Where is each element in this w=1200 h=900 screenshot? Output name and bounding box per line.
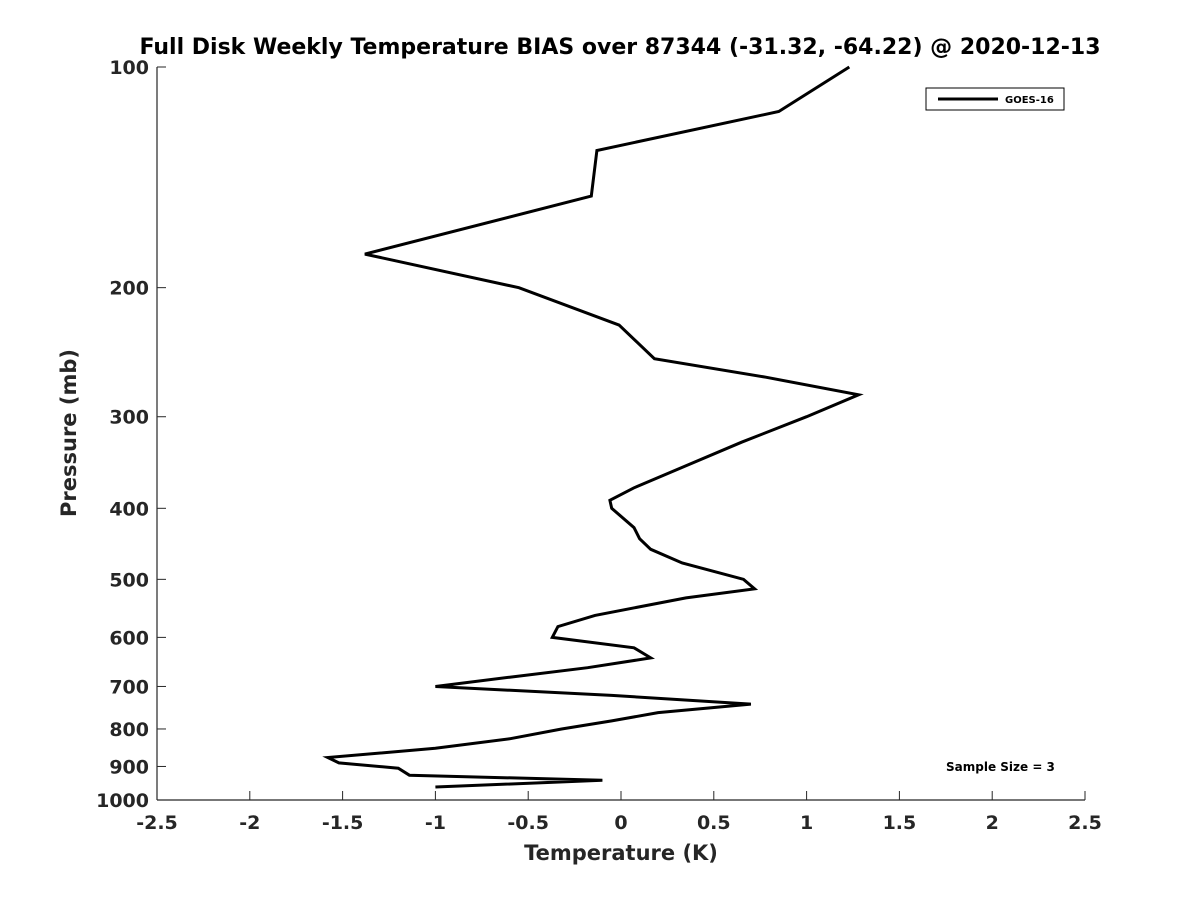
y-tick-label: 500 [109,569,149,591]
sample-size-annotation: Sample Size = 3 [946,760,1055,774]
x-ticks: -2.5 -2 -1.5 -1 -0.5 0 0.5 1 1.5 2 2.5 [136,791,1102,834]
series-group [322,65,864,789]
y-tick-label: 300 [109,407,149,429]
x-tick-label: 2.5 [1068,812,1102,834]
y-tick-label: 900 [109,756,149,778]
x-axis-label: Temperature (K) [524,841,718,865]
y-ticks: 100 200 300 400 500 600 700 800 900 1000 [96,57,166,812]
x-tick-label: 0.5 [697,812,731,834]
y-tick-label: 700 [109,676,149,698]
x-tick-label: 1.5 [883,812,917,834]
y-axis-label: Pressure (mb) [57,349,81,517]
x-tick-label: -2.5 [136,812,178,834]
y-tick-label: 200 [109,278,149,300]
x-tick-label: -1 [425,812,446,834]
series-line-goes16 [322,65,864,789]
x-tick-label: 1 [800,812,813,834]
x-tick-label: 0 [614,812,627,834]
x-tick-label: -1.5 [322,812,364,834]
x-tick-label: -0.5 [507,812,549,834]
y-tick-label: 1000 [96,790,149,812]
x-tick-label: 2 [986,812,999,834]
y-tick-label: 600 [109,627,149,649]
y-tick-label: 400 [109,498,149,520]
x-tick-label: -2 [239,812,260,834]
y-tick-label: 100 [109,57,149,79]
legend-label-goes16: GOES-16 [1005,95,1054,106]
chart-title: Full Disk Weekly Temperature BIAS over 8… [139,35,1100,60]
y-tick-label: 800 [109,719,149,741]
legend: GOES-16 [925,87,1065,111]
